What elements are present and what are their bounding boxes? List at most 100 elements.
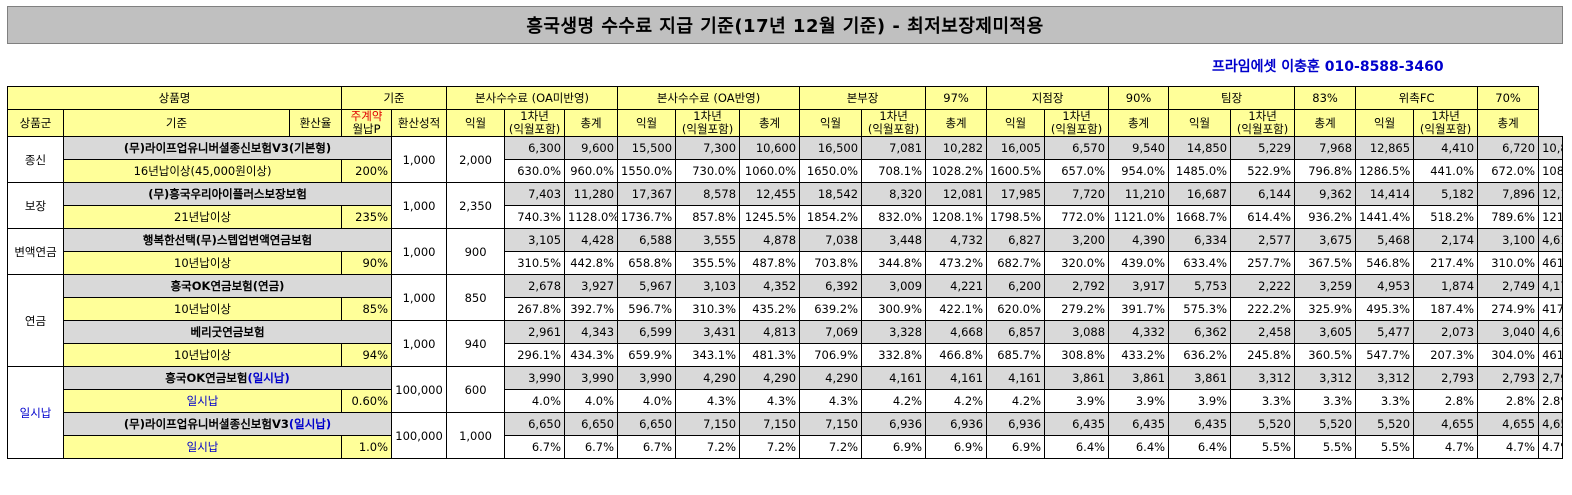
amount-cell: 5,468: [1355, 228, 1415, 252]
amount-cell: 5,520: [1230, 412, 1296, 436]
percent-cell: 304.0%: [1477, 343, 1540, 367]
table-row: 일시납 1.0% 6.7% 6.7% 6.7% 7.2% 7.2% 7.2% 6.9% 6.9% 6…: [8, 435, 1563, 459]
product-name-text: 흥국OK연금보험: [165, 371, 248, 385]
percent-cell: 1485.0%: [1168, 159, 1232, 183]
header-first-year: 1차년 (익월포함): [675, 109, 741, 137]
header-group: 상품군: [7, 109, 64, 137]
amount-cell: 2,792: [1044, 274, 1110, 298]
percent-cell: 7.2%: [739, 435, 801, 459]
percent-cell: 4.3%: [739, 389, 801, 413]
percent-cell: 547.7%: [1355, 343, 1415, 367]
percent-cell: 789.6%: [1477, 205, 1540, 229]
header-total: 총계: [1477, 109, 1540, 137]
percent-cell: 1854.2%: [799, 205, 863, 229]
amount-cell: 3,448: [861, 228, 927, 252]
percent-cell: 657.0%: [1044, 159, 1110, 183]
score-cell: 600: [446, 366, 506, 413]
amount-cell: 2,073: [1413, 320, 1479, 344]
percent-cell: 1028.2%: [925, 159, 988, 183]
percent-cell: 441.0%: [1413, 159, 1479, 183]
amount-cell: 12,157: [1538, 182, 1563, 206]
amount-cell: 16,687: [1168, 182, 1232, 206]
product-group: 변액연금: [7, 228, 64, 275]
percent-cell: 1650.0%: [799, 159, 863, 183]
amount-cell: 12,081: [925, 182, 988, 206]
percent-cell: 6.9%: [861, 435, 927, 459]
amount-cell: 7,896: [1477, 182, 1540, 206]
product-name: (무)라이프업유니버셜종신보험V3(기본형): [62, 136, 393, 160]
product-name: 흥국OK연금보험(연금): [62, 274, 393, 298]
amount-cell: 4,655: [1538, 412, 1563, 436]
percent-cell: 300.9%: [861, 297, 927, 321]
amount-cell: 18,542: [799, 182, 863, 206]
rate-cell: 200%: [341, 159, 393, 183]
header-first-year-note: (익월포함): [1236, 122, 1289, 136]
percent-cell: 685.7%: [986, 343, 1046, 367]
rate-cell: 94%: [341, 343, 393, 367]
percent-cell: 1085.0%: [1538, 159, 1563, 183]
amount-cell: 4,290: [739, 366, 801, 390]
premium-cell: 1,000: [391, 136, 448, 183]
amount-cell: 3,103: [675, 274, 741, 298]
amount-cell: 6,362: [1168, 320, 1232, 344]
amount-cell: 6,599: [617, 320, 677, 344]
percent-cell: 4.0%: [564, 389, 619, 413]
percent-cell: 1668.7%: [1168, 205, 1232, 229]
percent-cell: 439.0%: [1108, 251, 1170, 275]
percent-cell: 6.7%: [504, 435, 566, 459]
amount-cell: 5,520: [1355, 412, 1415, 436]
product-name-suffix: (일시납): [247, 371, 290, 385]
percent-cell: 187.4%: [1413, 297, 1479, 321]
header-base: 기준: [341, 86, 448, 110]
header-score: 환산성적: [391, 109, 448, 137]
percent-cell: 4.3%: [799, 389, 863, 413]
percent-cell: 461.9%: [1538, 343, 1563, 367]
amount-cell: 4,619: [1538, 320, 1563, 344]
header-first-year-note: (익월포함): [1050, 122, 1103, 136]
percent-cell: 659.9%: [617, 343, 677, 367]
amount-cell: 2,222: [1230, 274, 1296, 298]
amount-cell: 2,458: [1230, 320, 1296, 344]
amount-cell: 3,312: [1294, 366, 1357, 390]
percent-cell: 332.8%: [861, 343, 927, 367]
amount-cell: 7,720: [1044, 182, 1110, 206]
header-total: 총계: [925, 109, 988, 137]
product-name: (무)라이프업유니버셜종신보험V3(일시납): [62, 412, 393, 436]
amount-cell: 6,936: [986, 412, 1046, 436]
amount-cell: 5,967: [617, 274, 677, 298]
condition-cell: 10년납이상: [62, 297, 343, 321]
percent-cell: 1798.5%: [986, 205, 1046, 229]
percent-cell: 320.0%: [1044, 251, 1110, 275]
percent-cell: 4.7%: [1477, 435, 1540, 459]
amount-cell: 7,300: [675, 136, 741, 160]
percent-cell: 6.4%: [1168, 435, 1232, 459]
premium-cell: 1,000: [391, 182, 448, 229]
amount-cell: 6,650: [564, 412, 619, 436]
amount-cell: 9,362: [1294, 182, 1357, 206]
amount-cell: 3,100: [1477, 228, 1540, 252]
header-next-month: 익월: [799, 109, 863, 137]
percent-cell: 1215.7%: [1538, 205, 1563, 229]
amount-cell: 6,650: [617, 412, 677, 436]
percent-cell: 575.3%: [1168, 297, 1232, 321]
percent-cell: 257.7%: [1230, 251, 1296, 275]
amount-cell: 6,435: [1168, 412, 1232, 436]
percent-cell: 636.2%: [1168, 343, 1232, 367]
amount-cell: 3,675: [1294, 228, 1357, 252]
amount-cell: 6,588: [617, 228, 677, 252]
percent-cell: 4.3%: [675, 389, 741, 413]
percent-cell: 4.0%: [504, 389, 566, 413]
amount-cell: 14,414: [1355, 182, 1415, 206]
amount-cell: 6,435: [1044, 412, 1110, 436]
amount-cell: 6,650: [504, 412, 566, 436]
header-total: 총계: [739, 109, 801, 137]
percent-cell: 6.9%: [925, 435, 988, 459]
amount-cell: 4,221: [925, 274, 988, 298]
percent-cell: 442.8%: [564, 251, 619, 275]
header-first-year-label: 1차년: [520, 109, 549, 123]
percent-cell: 630.0%: [504, 159, 566, 183]
percent-cell: 1600.5%: [986, 159, 1046, 183]
header-first-year: 1차년 (익월포함): [1044, 109, 1110, 137]
header-product: 상품명: [6, 86, 343, 110]
header-premium: 주계약 월납P: [341, 109, 393, 137]
